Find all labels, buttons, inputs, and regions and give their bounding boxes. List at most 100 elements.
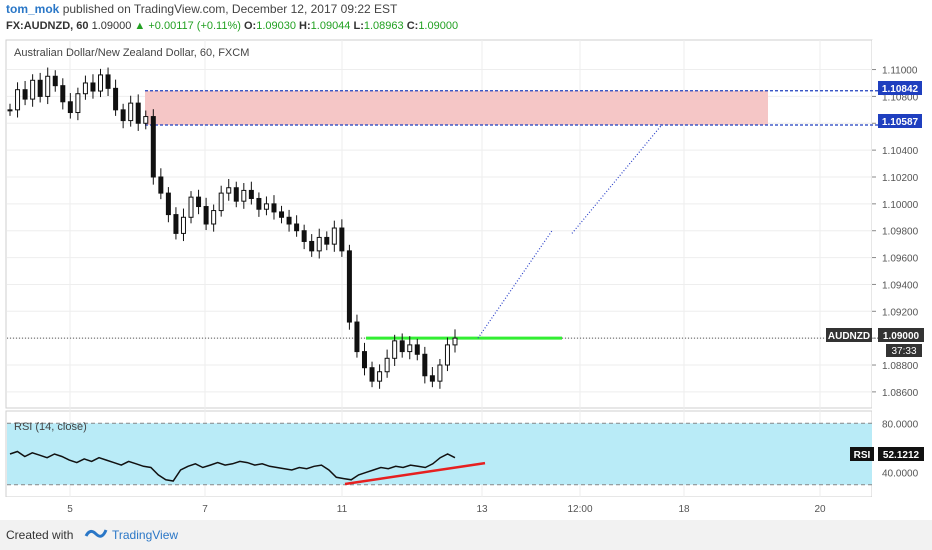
candle-body (173, 214, 179, 234)
candle-body (392, 340, 398, 359)
time-tick-label-4: 12:00 (567, 504, 592, 515)
price-tick-label-9: 1.09200 (882, 307, 919, 318)
candle-body (75, 93, 81, 114)
low-value: 1.08963 (363, 20, 404, 32)
footer: Created with TradingView (0, 520, 932, 550)
close-value: 1.09000 (418, 20, 459, 32)
candle-body (98, 74, 104, 92)
candle-body (309, 240, 315, 252)
time-tick-label-1: 7 (202, 504, 208, 515)
candle-body (271, 203, 277, 213)
high-label: H: (299, 20, 311, 32)
high-value: 1.09044 (310, 20, 351, 32)
candle-body (150, 116, 156, 178)
rsi-value-tag-bg (878, 447, 924, 461)
resistance-zone[interactable] (145, 90, 768, 126)
rsi-line (9, 450, 456, 482)
symbol-name[interactable]: FX:AUDNZD, 60 (6, 20, 89, 32)
rsi-tick-label-0: 80.0000 (882, 419, 919, 430)
projection-line-1[interactable] (477, 230, 553, 339)
candle-body (143, 116, 149, 124)
time-tick-label-3: 13 (476, 504, 488, 515)
candle-body (37, 79, 43, 97)
candle-body (211, 210, 217, 225)
candle-body (52, 75, 58, 87)
rsi-divergence-line[interactable] (344, 461, 486, 486)
candle-body (203, 206, 209, 225)
candle-body (331, 227, 337, 245)
candle-body (241, 189, 247, 202)
countdown-tag-bg (886, 344, 922, 357)
candle-body (196, 196, 202, 208)
candle-body (248, 189, 254, 199)
candle-body (316, 236, 322, 252)
symbol-info-line: FX:AUDNZD, 60 1.09000 ▲ +0.00117 (+0.11%… (6, 20, 458, 32)
price-tick-label-6: 1.09800 (882, 227, 919, 238)
created-with-text: Created with (6, 528, 74, 542)
rsi-label-tag-bg (850, 447, 874, 461)
candle-body (452, 337, 458, 346)
candle-body (354, 321, 360, 353)
candle-body (128, 102, 134, 122)
rsi-axis: 80.0000 40.0000 (882, 419, 919, 479)
symbol-tag: AUDNZD (828, 331, 870, 342)
candle-body (256, 197, 262, 210)
tradingview-logo-icon[interactable] (84, 526, 108, 542)
symbol-tag-bg (826, 328, 872, 342)
time-tick-label-6: 20 (814, 504, 826, 515)
candle-body (105, 74, 111, 89)
rsi-label-tag: RSI (854, 450, 871, 461)
candle-body (324, 236, 330, 245)
candle-body (226, 187, 232, 194)
candle-body (60, 85, 66, 103)
candle-body (263, 203, 269, 210)
candle-body (369, 367, 375, 382)
chart-canvas[interactable]: Australian Dollar/New Zealand Dollar, 60… (0, 0, 932, 520)
candle-body (158, 176, 164, 194)
tradingview-link[interactable]: TradingView (112, 528, 179, 542)
candle-body (90, 82, 96, 92)
candle-body (339, 227, 345, 252)
candle-body (422, 353, 428, 377)
rsi-title: RSI (14, close) (14, 421, 87, 433)
candle-body (286, 216, 292, 225)
rsi-tick-label-1: 40.0000 (882, 468, 919, 479)
candle-body (165, 192, 171, 216)
zone-bottom-tag-bg (878, 114, 922, 128)
price-tick-label-7: 1.09600 (882, 254, 919, 265)
open-value: 1.09030 (256, 20, 296, 32)
author-link[interactable]: tom_mok (6, 2, 60, 16)
candle-body (429, 375, 435, 382)
time-tick-label-5: 18 (678, 504, 690, 515)
candle-body (346, 250, 352, 323)
price-tick-label-11: 1.08800 (882, 361, 919, 372)
zone-bottom-tag: 1.10587 (882, 117, 919, 128)
time-tick-label-0: 5 (67, 504, 73, 515)
close-label: C: (406, 20, 419, 32)
time-axis[interactable]: 5 7 11 13 12:00 18 20 (67, 504, 826, 515)
candle-body (437, 364, 443, 382)
countdown-tag: 37:33 (891, 346, 916, 357)
candle-body (399, 340, 405, 353)
candle-body (15, 89, 21, 111)
price-tick-label-0: 1.11000 (882, 66, 918, 77)
time-axis-bg (0, 497, 932, 519)
time-tick-label-2: 11 (337, 504, 348, 515)
price-tick-label-4: 1.10200 (882, 173, 919, 184)
candle-body (45, 75, 51, 97)
candle-body (377, 371, 383, 382)
publish-info: published on TradingView.com, December 1… (62, 2, 398, 16)
price-change: +0.00117 (+0.11%) (148, 20, 241, 32)
candle-body (414, 344, 420, 355)
price-tags: 1.10842 1.10587 AUDNZD 1.09000 37:33 (826, 81, 924, 357)
last-price-tag: 1.09000 (883, 331, 920, 342)
projection-line-2[interactable] (571, 124, 663, 234)
last-price-tag-bg (878, 328, 924, 342)
price-tick-label-3: 1.10400 (882, 146, 919, 157)
candle-body (279, 211, 285, 218)
candle-body (22, 89, 28, 100)
candle-body (120, 109, 126, 122)
candle-body (294, 223, 300, 232)
up-arrow-icon: ▲ (134, 20, 146, 32)
rsi-band (7, 423, 872, 485)
